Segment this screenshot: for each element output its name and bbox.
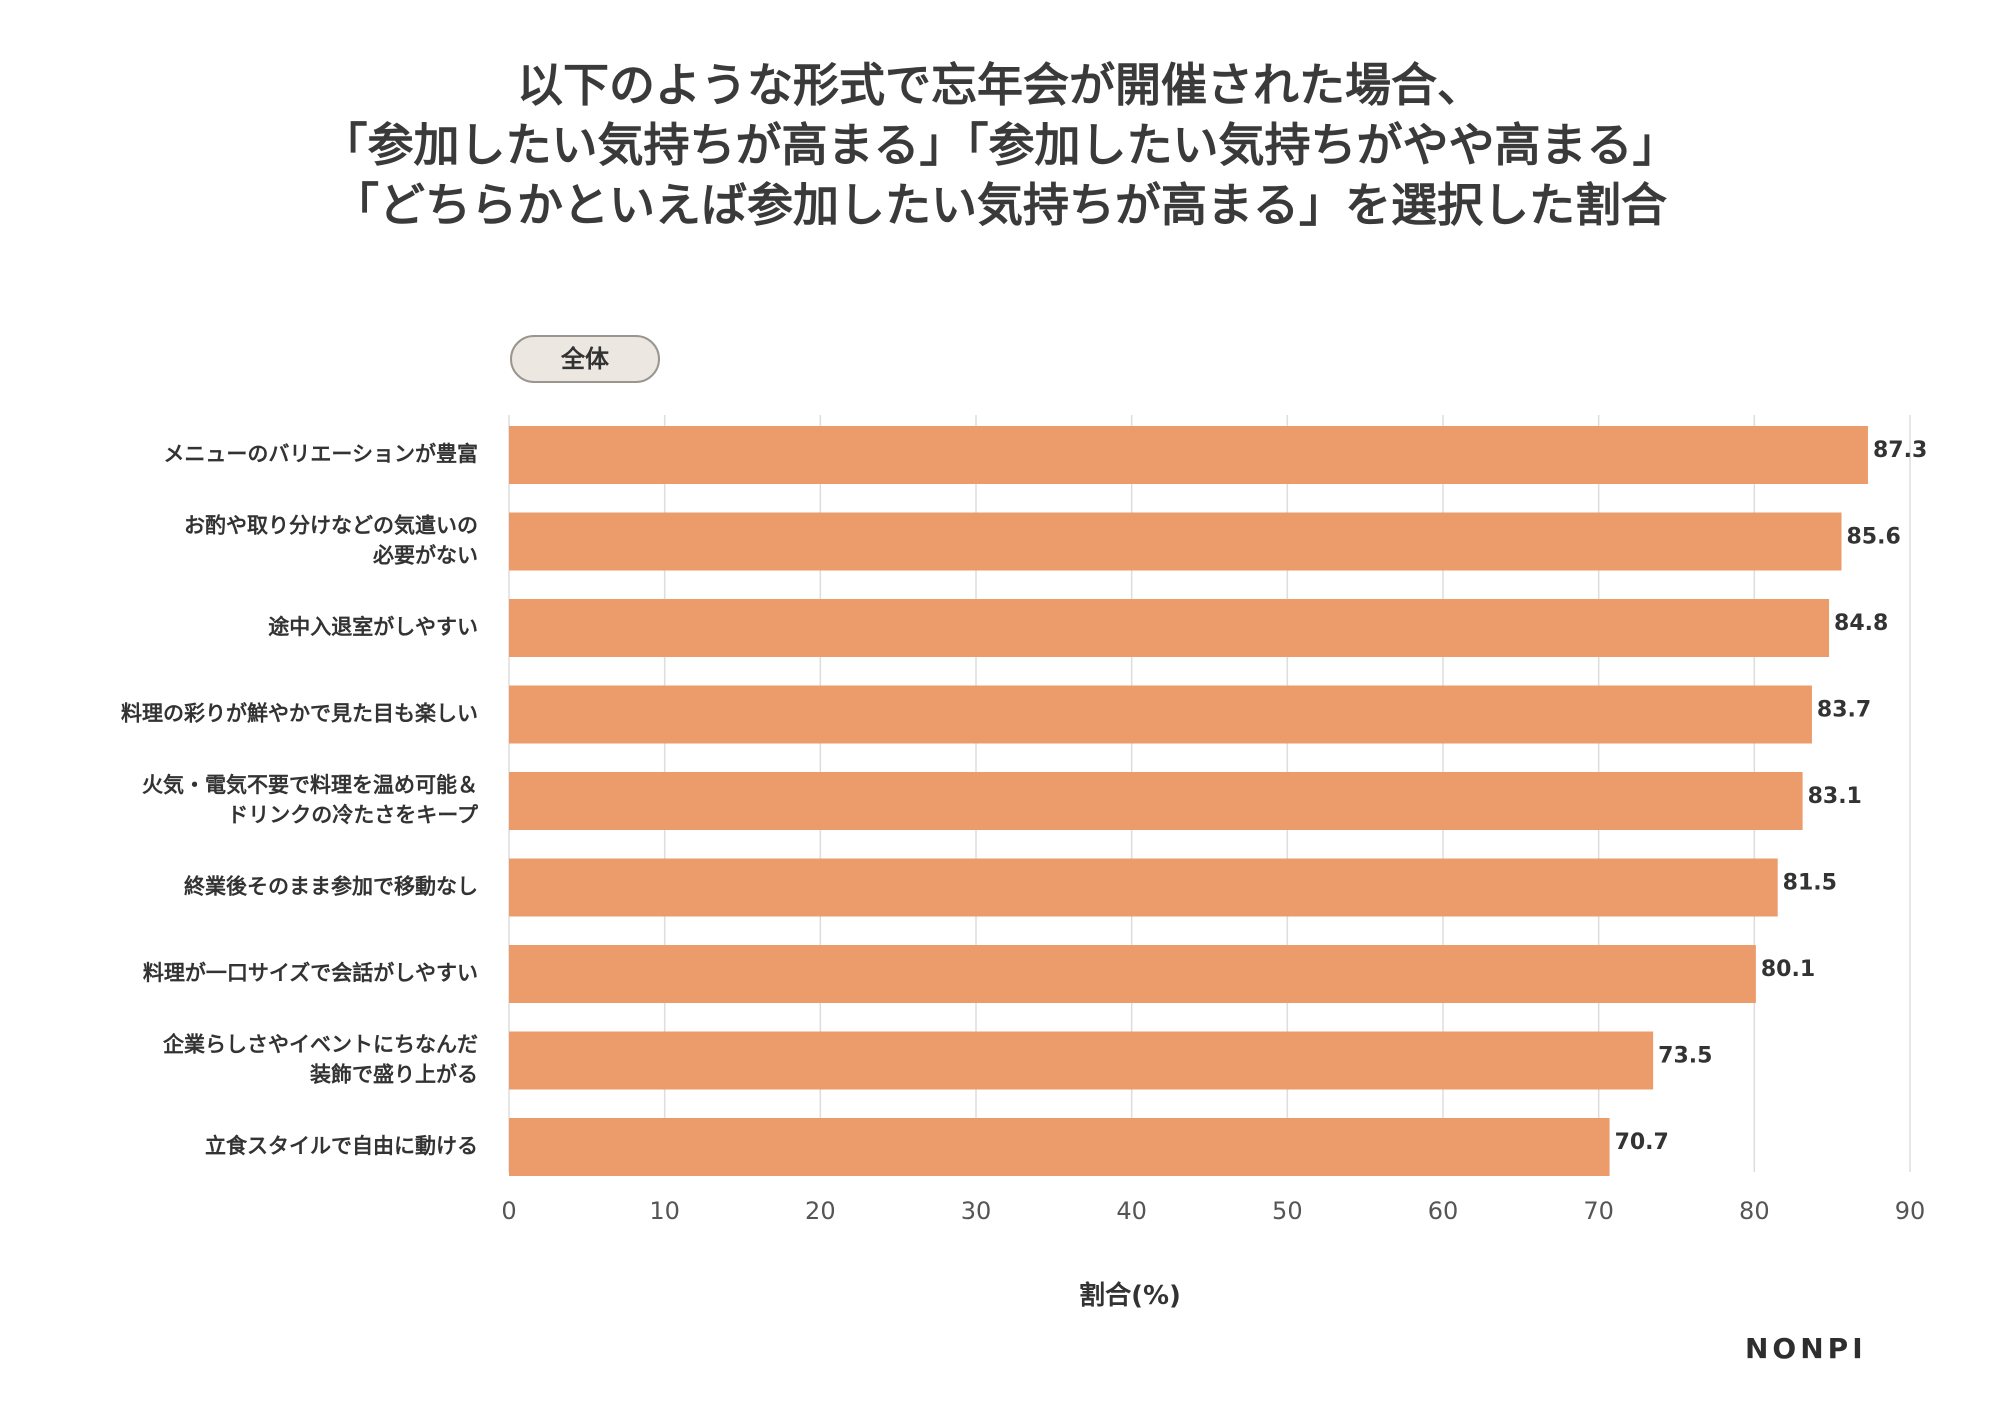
category-labels: メニューのバリエーションが豊富お酌や取り分けなどの気遣いの必要がない途中入退室が…	[121, 442, 479, 1158]
x-tick-50: 50	[1272, 1197, 1303, 1225]
bar-8	[509, 1032, 1653, 1090]
category-label-5-line-2: ドリンクの冷たさをキープ	[227, 803, 479, 827]
x-tick-0: 0	[501, 1197, 516, 1225]
x-tick-10: 10	[649, 1197, 680, 1225]
value-label-7: 80.1	[1761, 957, 1815, 982]
x-tick-30: 30	[961, 1197, 992, 1225]
bar-9	[509, 1118, 1610, 1176]
category-label-2-line-1: お酌や取り分けなどの気遣いの	[184, 514, 478, 538]
category-label-8-line-2: 装飾で盛り上がる	[310, 1063, 478, 1087]
value-label-5: 83.1	[1808, 784, 1862, 809]
x-tick-60: 60	[1428, 1197, 1459, 1225]
bar-6	[509, 859, 1778, 917]
bar-2	[509, 513, 1842, 571]
x-tick-20: 20	[805, 1197, 836, 1225]
value-label-3: 84.8	[1834, 611, 1888, 636]
x-tick-40: 40	[1116, 1197, 1147, 1225]
category-label-3: 途中入退室がしやすい	[268, 615, 478, 639]
x-tick-80: 80	[1739, 1197, 1770, 1225]
x-axis-ticks: 0 10 20 30 40 50 60 70 80 90	[501, 1197, 1925, 1225]
category-label-7: 料理が一口サイズで会話がしやすい	[143, 961, 478, 985]
value-label-6: 81.5	[1783, 871, 1837, 896]
category-label-8-line-1: 企業らしさやイベントにちなんだ	[162, 1033, 478, 1057]
value-label-2: 85.6	[1847, 525, 1901, 550]
bar-chart: メニューのバリエーションが豊富お酌や取り分けなどの気遣いの必要がない途中入退室が…	[0, 0, 2000, 1414]
value-label-4: 83.7	[1817, 698, 1871, 723]
category-label-9: 立食スタイルで自由に動ける	[205, 1134, 478, 1158]
bar-1	[509, 426, 1868, 484]
value-label-8: 73.5	[1658, 1044, 1712, 1069]
value-label-9: 70.7	[1615, 1130, 1669, 1155]
x-axis-title: 割合(%)	[1070, 1275, 1190, 1312]
bar-4	[509, 686, 1812, 744]
x-tick-90: 90	[1895, 1197, 1926, 1225]
x-tick-70: 70	[1583, 1197, 1614, 1225]
category-label-2-line-2: 必要がない	[373, 544, 478, 568]
bar-7	[509, 945, 1756, 1003]
category-label-4: 料理の彩りが鮮やかで見た目も楽しい	[121, 702, 478, 726]
category-label-6: 終業後そのまま参加で移動なし	[184, 875, 478, 899]
bar-3	[509, 599, 1829, 657]
value-label-1: 87.3	[1873, 438, 1927, 463]
category-label-1: メニューのバリエーションが豊富	[163, 442, 478, 466]
category-label-5-line-1: 火気・電気不要で料理を温め可能＆	[142, 773, 478, 797]
brand-logo: NONPI	[1745, 1332, 1865, 1365]
bar-5	[509, 772, 1803, 830]
